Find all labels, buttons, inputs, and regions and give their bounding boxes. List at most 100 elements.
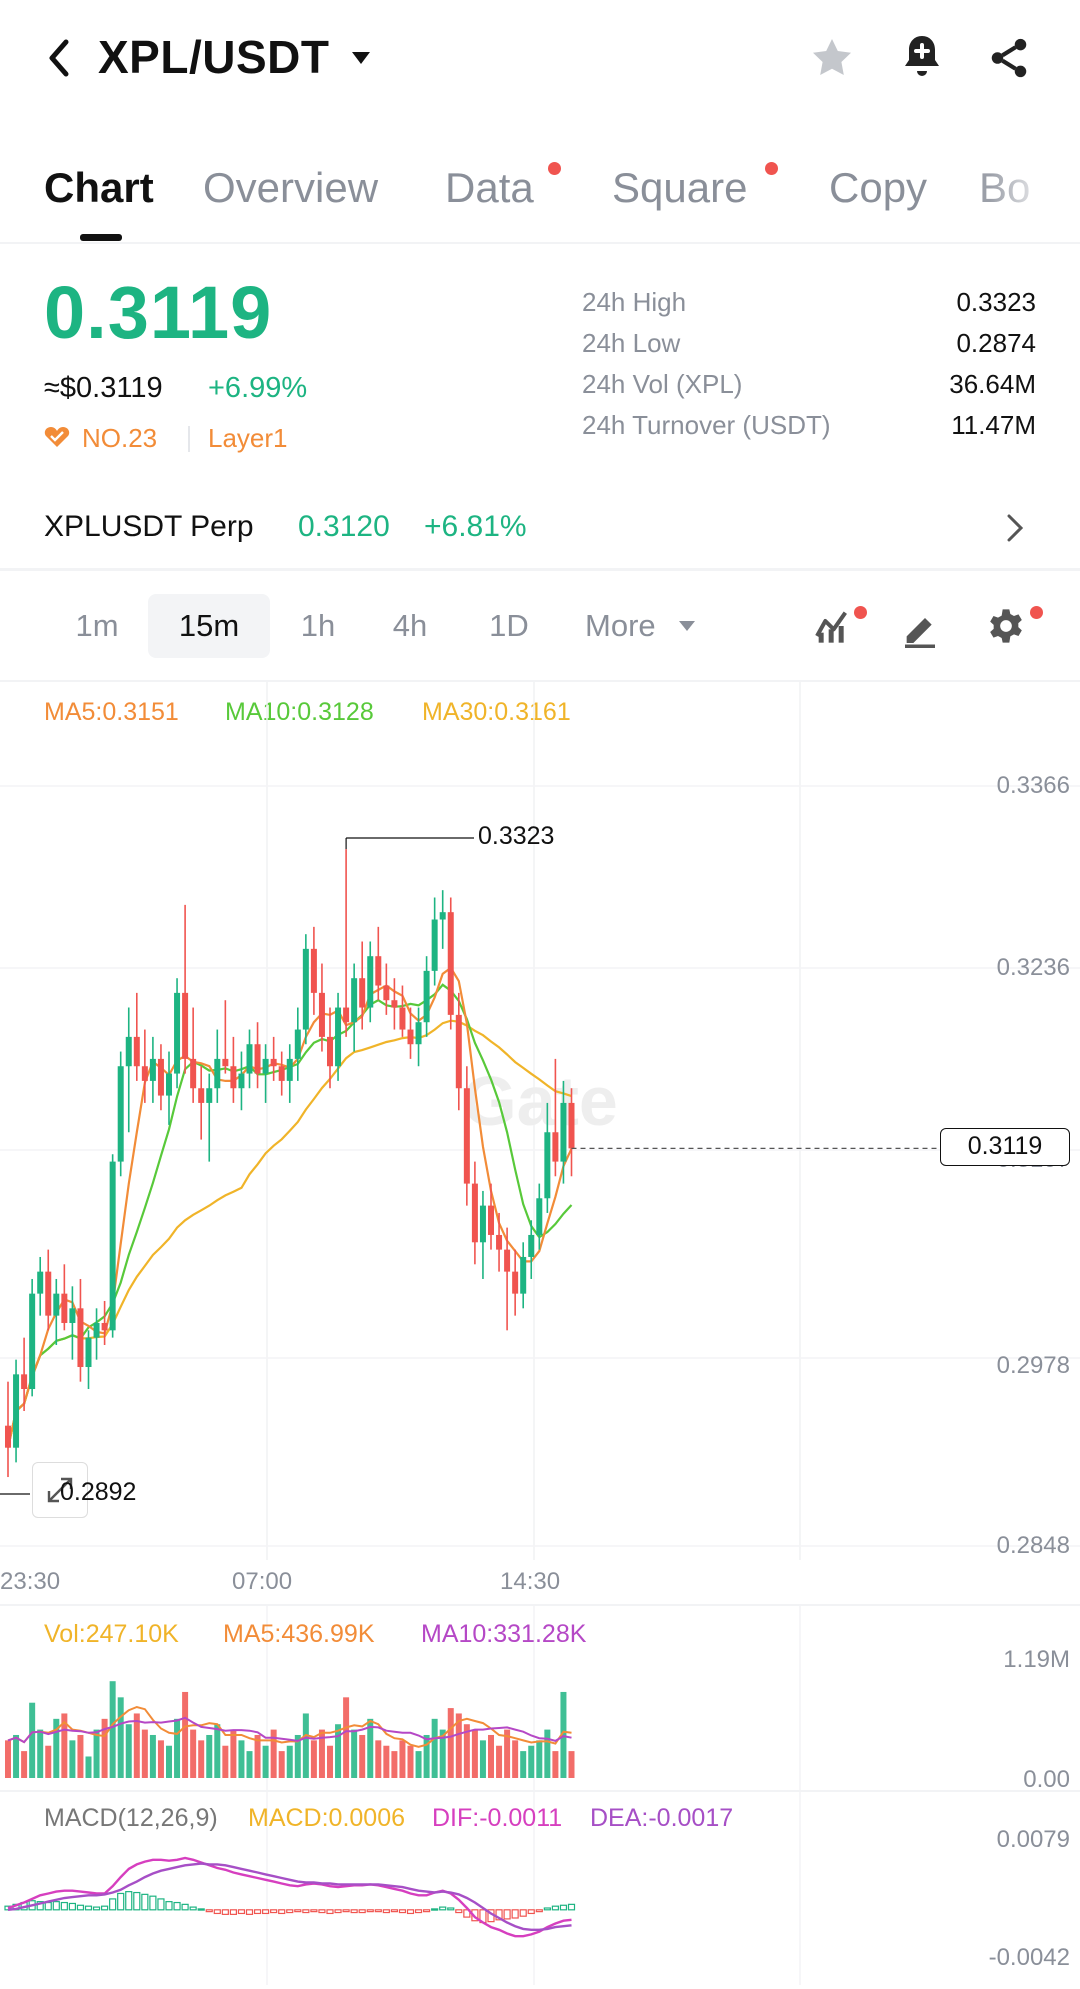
candle-body-20 — [166, 1073, 172, 1096]
legend-ma30: MA30:0.3161 — [422, 698, 571, 727]
legend-ma5-text: MA5:0.3151 — [44, 698, 179, 726]
tab-square[interactable]: Square — [612, 164, 748, 211]
macd-hist-bar-22 — [181, 1903, 189, 1911]
candles — [0, 837, 940, 1495]
candle-body-36 — [294, 1029, 301, 1059]
draw-pencil-icon[interactable] — [900, 608, 940, 648]
volume-bar-14 — [117, 1697, 124, 1778]
volume-bar-47 — [383, 1745, 390, 1778]
macd-hist-bar-55 — [447, 1907, 455, 1911]
interval-1d[interactable]: 1D — [489, 608, 529, 643]
candle-body-57 — [463, 1088, 470, 1184]
back-icon[interactable] — [44, 38, 74, 78]
macd-hist-bar-4 — [36, 1901, 44, 1911]
tab-overview[interactable]: Overview — [203, 164, 379, 211]
usd-price: ≈$0.3119 — [44, 372, 163, 404]
volume-bar-15 — [125, 1724, 132, 1778]
macd-hist-bar-25 — [205, 1909, 213, 1913]
candle-body-47 — [383, 985, 390, 1001]
volume-bar-18 — [149, 1734, 156, 1778]
volume-bar-32 — [262, 1745, 269, 1778]
macd-hist-bar-9 — [76, 1904, 85, 1911]
ma5-line — [6, 966, 573, 1448]
rank-badge[interactable]: NO.23 — [82, 423, 158, 453]
macd-hist-bar-35 — [286, 1909, 294, 1914]
high-marker-label: 0.3323 — [478, 822, 555, 850]
candle-body-28 — [230, 1066, 237, 1089]
macd-hist-bar-52 — [423, 1909, 431, 1913]
y-tick-0: 0.3366 — [996, 772, 1070, 799]
volume-bar-1 — [13, 1734, 20, 1778]
settings-notification-dot — [1030, 606, 1043, 619]
volume-bar-11 — [93, 1729, 100, 1778]
volume-bar-67 — [544, 1729, 551, 1778]
legend-ma10: MA10:0.3128 — [225, 698, 374, 727]
volume-bar-51 — [415, 1751, 422, 1778]
indicators-icon[interactable] — [812, 606, 852, 646]
macd-hist-bar-21 — [173, 1901, 181, 1911]
share-icon[interactable] — [986, 34, 1032, 82]
caret-down-icon[interactable] — [350, 50, 372, 66]
x-tick-0: 23:30 — [0, 1568, 61, 1595]
macd-hist-bar-19 — [157, 1898, 165, 1911]
interval-1m[interactable]: 1m — [75, 608, 119, 643]
macd-hist-bar-65 — [527, 1909, 535, 1915]
perp-divider — [0, 568, 1080, 571]
interval-15m[interactable]: 15m — [148, 594, 270, 658]
star-icon[interactable] — [808, 34, 856, 82]
more-caret-down-icon[interactable] — [678, 620, 696, 632]
tab-copy[interactable]: Copy — [829, 164, 928, 211]
macd-hist-bar-37 — [302, 1909, 310, 1914]
volume-bar-8 — [69, 1740, 76, 1778]
volume-bar-29 — [238, 1740, 245, 1778]
interval-more[interactable]: More — [585, 608, 656, 643]
volume-bar-28 — [230, 1729, 237, 1778]
pair-title[interactable]: XPL/USDT — [98, 31, 330, 83]
candle-body-9 — [77, 1308, 84, 1368]
macd-hist-bar-40 — [326, 1909, 334, 1915]
candle-body-8 — [69, 1308, 76, 1323]
volume-bar-6 — [53, 1718, 60, 1778]
volume-bar-39 — [318, 1729, 325, 1778]
volume-bar-36 — [294, 1734, 301, 1778]
candle-body-3 — [29, 1293, 36, 1390]
legend-ma5: MA5:0.3151 — [44, 698, 179, 727]
macd-hist-bar-27 — [221, 1909, 229, 1915]
candle-body-11 — [93, 1322, 100, 1338]
volume-bar-23 — [190, 1729, 197, 1778]
volume-bar-20 — [166, 1745, 172, 1778]
macd-hist-bar-49 — [398, 1909, 407, 1914]
candle-body-58 — [471, 1183, 478, 1243]
category-badge[interactable]: Layer1 — [208, 423, 288, 453]
volume-bar-38 — [310, 1740, 317, 1778]
interval-1h[interactable]: 1h — [300, 608, 336, 643]
tab-data[interactable]: Data — [445, 164, 534, 211]
volume-bar-45 — [367, 1718, 374, 1778]
interval-divider — [0, 680, 1080, 682]
volume-bar-54 — [439, 1729, 446, 1778]
volume-bar-26 — [214, 1724, 221, 1778]
volume-bar-48 — [391, 1751, 398, 1778]
reset-zoom-button[interactable] — [32, 1462, 88, 1518]
candle-body-1 — [13, 1374, 20, 1448]
volume-bar-58 — [471, 1729, 478, 1778]
candle-body-31 — [254, 1044, 261, 1074]
tab-chart[interactable]: Chart — [44, 164, 154, 211]
settings-gear-icon[interactable] — [986, 606, 1026, 646]
legend-ma30-text: MA30:0.3161 — [422, 698, 571, 726]
bell-plus-icon[interactable] — [898, 32, 946, 82]
volume-bar-10 — [85, 1756, 92, 1778]
candle-body-14 — [117, 1066, 124, 1162]
macd-hist-bar-41 — [334, 1909, 342, 1914]
volume-bar-70 — [568, 1751, 575, 1778]
interval-4h[interactable]: 4h — [392, 608, 428, 643]
macd-divider — [0, 1790, 1080, 1792]
candle-body-7 — [61, 1293, 68, 1323]
volume-bar-17 — [141, 1729, 148, 1778]
candle-body-49 — [399, 1007, 406, 1030]
stat-value-turnover: 11.47M — [951, 410, 1036, 440]
macd-hist-bar-11 — [92, 1906, 101, 1911]
candle-body-67 — [544, 1132, 551, 1199]
perp-row[interactable]: XPLUSDT Perp 0.3120 +6.81% — [0, 490, 1080, 566]
